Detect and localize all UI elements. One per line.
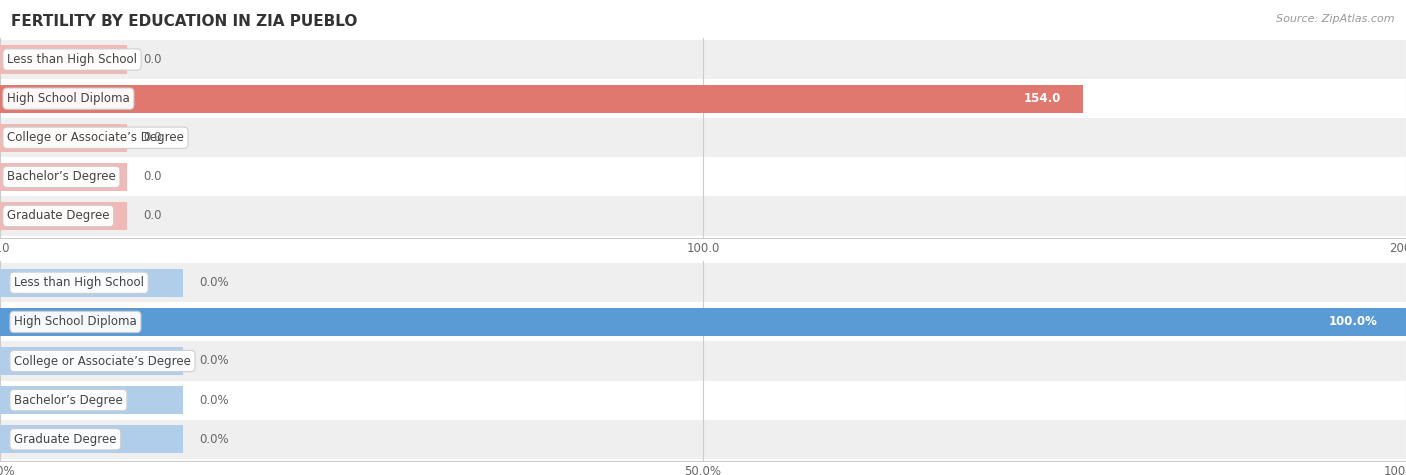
Text: 0.0: 0.0 — [143, 171, 162, 183]
Bar — [0, 420, 1406, 459]
Bar — [0, 342, 1406, 380]
Bar — [0, 124, 127, 152]
Text: College or Associate’s Degree: College or Associate’s Degree — [7, 131, 184, 144]
Bar — [0, 197, 1406, 236]
Text: 100.0%: 100.0% — [1329, 315, 1378, 328]
Text: FERTILITY BY EDUCATION IN ZIA PUEBLO: FERTILITY BY EDUCATION IN ZIA PUEBLO — [11, 14, 357, 29]
Bar — [0, 85, 1083, 113]
Bar — [0, 308, 1406, 336]
Text: 0.0: 0.0 — [143, 53, 162, 66]
Bar — [0, 163, 127, 191]
Text: Bachelor’s Degree: Bachelor’s Degree — [14, 394, 122, 407]
Text: Source: ZipAtlas.com: Source: ZipAtlas.com — [1277, 14, 1395, 24]
Bar — [0, 347, 183, 375]
Text: 0.0%: 0.0% — [200, 433, 229, 446]
Text: 154.0: 154.0 — [1024, 92, 1062, 105]
Text: College or Associate’s Degree: College or Associate’s Degree — [14, 354, 191, 368]
Text: High School Diploma: High School Diploma — [14, 315, 136, 328]
Text: 0.0%: 0.0% — [200, 354, 229, 368]
Bar — [0, 79, 1406, 118]
Text: 0.0%: 0.0% — [200, 394, 229, 407]
Bar — [0, 157, 1406, 197]
Text: Graduate Degree: Graduate Degree — [14, 433, 117, 446]
Text: 0.0: 0.0 — [143, 209, 162, 222]
Text: Less than High School: Less than High School — [7, 53, 136, 66]
Bar — [0, 46, 127, 74]
Text: Graduate Degree: Graduate Degree — [7, 209, 110, 222]
Bar — [0, 302, 1406, 342]
Bar — [0, 118, 1406, 157]
Bar — [0, 425, 183, 453]
Bar — [0, 202, 127, 230]
Text: 0.0: 0.0 — [143, 131, 162, 144]
Text: Less than High School: Less than High School — [14, 276, 143, 289]
Bar — [0, 40, 1406, 79]
Text: High School Diploma: High School Diploma — [7, 92, 129, 105]
Bar — [0, 380, 1406, 420]
Text: Bachelor’s Degree: Bachelor’s Degree — [7, 171, 115, 183]
Bar — [0, 269, 183, 297]
Bar — [0, 386, 183, 414]
Bar — [0, 263, 1406, 302]
Text: 0.0%: 0.0% — [200, 276, 229, 289]
